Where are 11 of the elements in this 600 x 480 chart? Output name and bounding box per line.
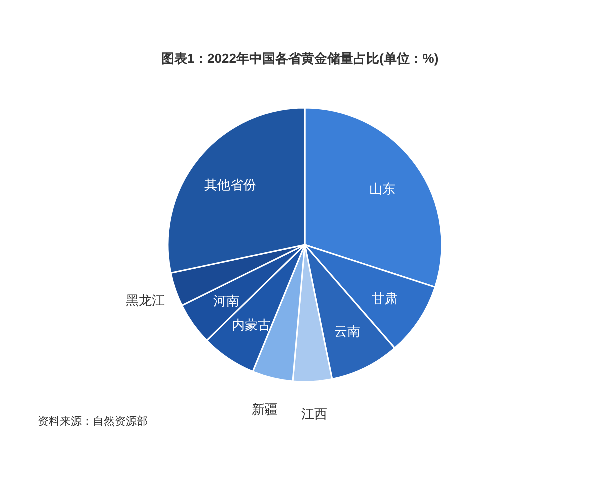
text: 资料来源：自然资源部 bbox=[38, 415, 148, 428]
slice-label: 甘肃 bbox=[372, 290, 398, 306]
slice-label: 黑龙江 bbox=[126, 293, 165, 308]
slice-label: 云南 bbox=[334, 324, 360, 339]
slice-label: 新疆 bbox=[252, 402, 278, 418]
slice-label: 其他省份 bbox=[204, 178, 257, 193]
slice-label: 江西 bbox=[302, 406, 328, 422]
slice-label: 河南 bbox=[214, 293, 240, 308]
slice-label: 内蒙古 bbox=[232, 317, 271, 332]
slice-label: 山东 bbox=[370, 182, 396, 197]
chart-title: 图表1：2022年中国各省黄金储量占比(单位：%) bbox=[161, 51, 439, 66]
